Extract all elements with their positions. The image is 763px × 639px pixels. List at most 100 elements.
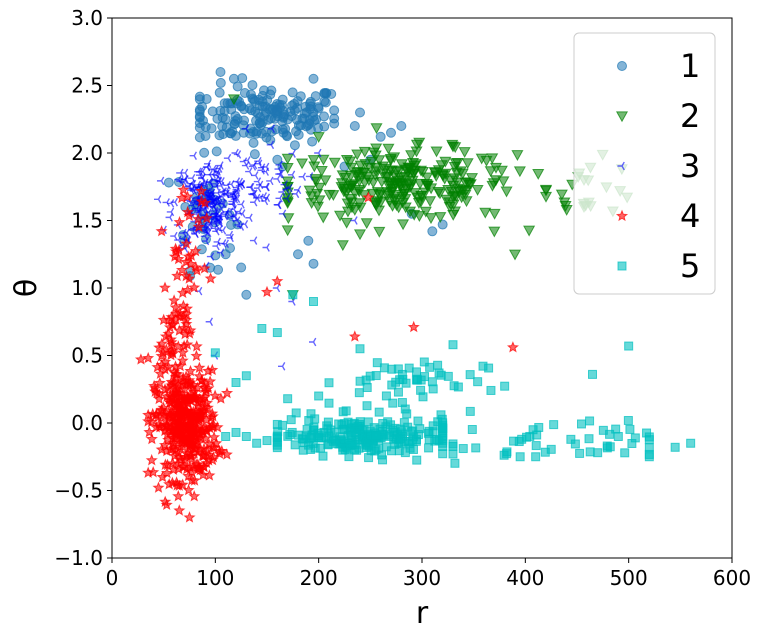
data-point-series-3 xyxy=(282,194,291,203)
data-point-series-4 xyxy=(168,414,181,426)
data-point-series-4 xyxy=(175,191,188,204)
data-point-series-4 xyxy=(153,376,166,389)
data-point-series-4 xyxy=(207,431,221,443)
data-point-series-5 xyxy=(433,360,443,370)
data-point-series-3 xyxy=(212,241,220,251)
data-point-series-2 xyxy=(430,146,443,158)
data-point-series-3 xyxy=(262,243,270,252)
data-point-series-3 xyxy=(256,193,264,203)
data-point-series-1 xyxy=(349,121,360,131)
data-point-series-5 xyxy=(241,432,251,441)
data-point-series-2 xyxy=(308,161,321,173)
data-point-series-1 xyxy=(289,140,300,151)
data-point-series-4 xyxy=(220,386,234,399)
data-points xyxy=(134,67,696,523)
data-point-series-5 xyxy=(515,452,525,462)
data-point-series-3 xyxy=(170,197,178,207)
data-point-series-2 xyxy=(309,174,322,186)
data-point-series-5 xyxy=(509,436,519,446)
data-point-series-4 xyxy=(168,294,181,306)
data-point-series-4 xyxy=(184,364,197,377)
data-point-series-1 xyxy=(313,103,324,114)
data-point-series-3 xyxy=(240,219,249,229)
data-point-series-4 xyxy=(192,220,205,233)
data-point-series-2 xyxy=(311,201,325,213)
data-point-series-2 xyxy=(434,212,447,224)
data-point-series-4 xyxy=(169,242,182,255)
data-point-series-4 xyxy=(220,448,233,460)
data-point-series-4 xyxy=(181,396,194,408)
data-point-series-4 xyxy=(506,341,519,353)
data-point-series-5 xyxy=(412,455,422,465)
data-point-series-2 xyxy=(421,172,434,184)
data-point-series-3 xyxy=(266,176,274,186)
data-point-series-3 xyxy=(205,177,213,187)
data-point-series-2 xyxy=(342,183,355,195)
data-point-series-3 xyxy=(198,174,206,183)
data-point-series-5 xyxy=(354,388,364,398)
data-point-series-2 xyxy=(458,147,471,158)
data-point-series-2 xyxy=(413,137,426,149)
data-point-series-5 xyxy=(486,385,496,395)
data-point-series-3 xyxy=(278,209,287,219)
data-point-series-2 xyxy=(344,193,357,205)
data-point-series-1 xyxy=(199,147,210,158)
data-point-series-5 xyxy=(338,407,348,417)
data-point-series-5 xyxy=(625,424,635,434)
data-point-series-3 xyxy=(218,239,227,248)
data-point-series-5 xyxy=(458,444,468,454)
y-axis-ticks: −1.0 −0.5 0.0 0.5 1.0 1.5 2.0 2.5 3.0 xyxy=(54,6,112,570)
x-tick-label: 600 xyxy=(713,566,751,590)
data-point-series-4 xyxy=(185,449,198,462)
data-point-series-5 xyxy=(327,434,337,444)
data-point-series-2 xyxy=(447,209,460,221)
data-point-series-4 xyxy=(145,432,158,445)
data-point-series-5 xyxy=(283,394,293,404)
y-tick-label: 2.5 xyxy=(71,74,103,98)
data-point-series-2 xyxy=(459,185,473,197)
data-point-series-1 xyxy=(313,122,324,133)
data-point-series-2 xyxy=(415,191,428,203)
data-point-series-3 xyxy=(261,182,270,192)
legend-label-1: 1 xyxy=(680,47,700,85)
data-point-series-5 xyxy=(286,415,296,425)
legend-box xyxy=(573,32,716,295)
x-axis-label: r xyxy=(416,596,429,631)
data-point-series-5 xyxy=(366,446,376,456)
data-point-series-4 xyxy=(179,327,192,340)
data-point-series-4 xyxy=(152,481,165,493)
data-point-series-4 xyxy=(147,465,160,478)
data-point-series-4 xyxy=(143,425,156,438)
data-point-series-4 xyxy=(153,392,166,405)
data-point-series-5 xyxy=(272,328,282,338)
data-point-series-1 xyxy=(287,87,298,98)
data-point-series-4 xyxy=(171,269,184,282)
data-point-series-5 xyxy=(448,340,458,350)
data-point-series-1 xyxy=(239,87,250,98)
data-point-series-2 xyxy=(388,152,401,164)
data-point-series-4 xyxy=(194,463,207,476)
data-point-series-4 xyxy=(207,450,220,463)
data-point-series-2 xyxy=(381,190,394,202)
data-point-series-2 xyxy=(439,156,452,168)
data-point-series-2 xyxy=(413,178,427,190)
data-point-series-2 xyxy=(317,212,330,224)
data-point-series-5 xyxy=(517,434,527,444)
data-point-series-5 xyxy=(262,436,272,446)
data-point-series-2 xyxy=(359,159,372,171)
data-point-series-1 xyxy=(237,73,248,84)
y-tick-label: 3.0 xyxy=(71,6,103,30)
data-point-series-5 xyxy=(424,426,434,436)
data-point-series-2 xyxy=(488,226,501,238)
data-point-series-5 xyxy=(374,407,384,417)
data-point-series-5 xyxy=(593,448,603,458)
data-point-series-4 xyxy=(158,281,171,293)
data-point-series-5 xyxy=(402,409,412,419)
data-point-series-3 xyxy=(231,148,239,158)
data-point-series-5 xyxy=(394,446,404,456)
data-point-series-5 xyxy=(381,442,391,452)
y-axis-label: θ xyxy=(9,279,44,297)
data-point-series-2 xyxy=(327,190,340,201)
data-point-series-5 xyxy=(362,401,372,411)
data-point-series-4 xyxy=(189,244,202,257)
